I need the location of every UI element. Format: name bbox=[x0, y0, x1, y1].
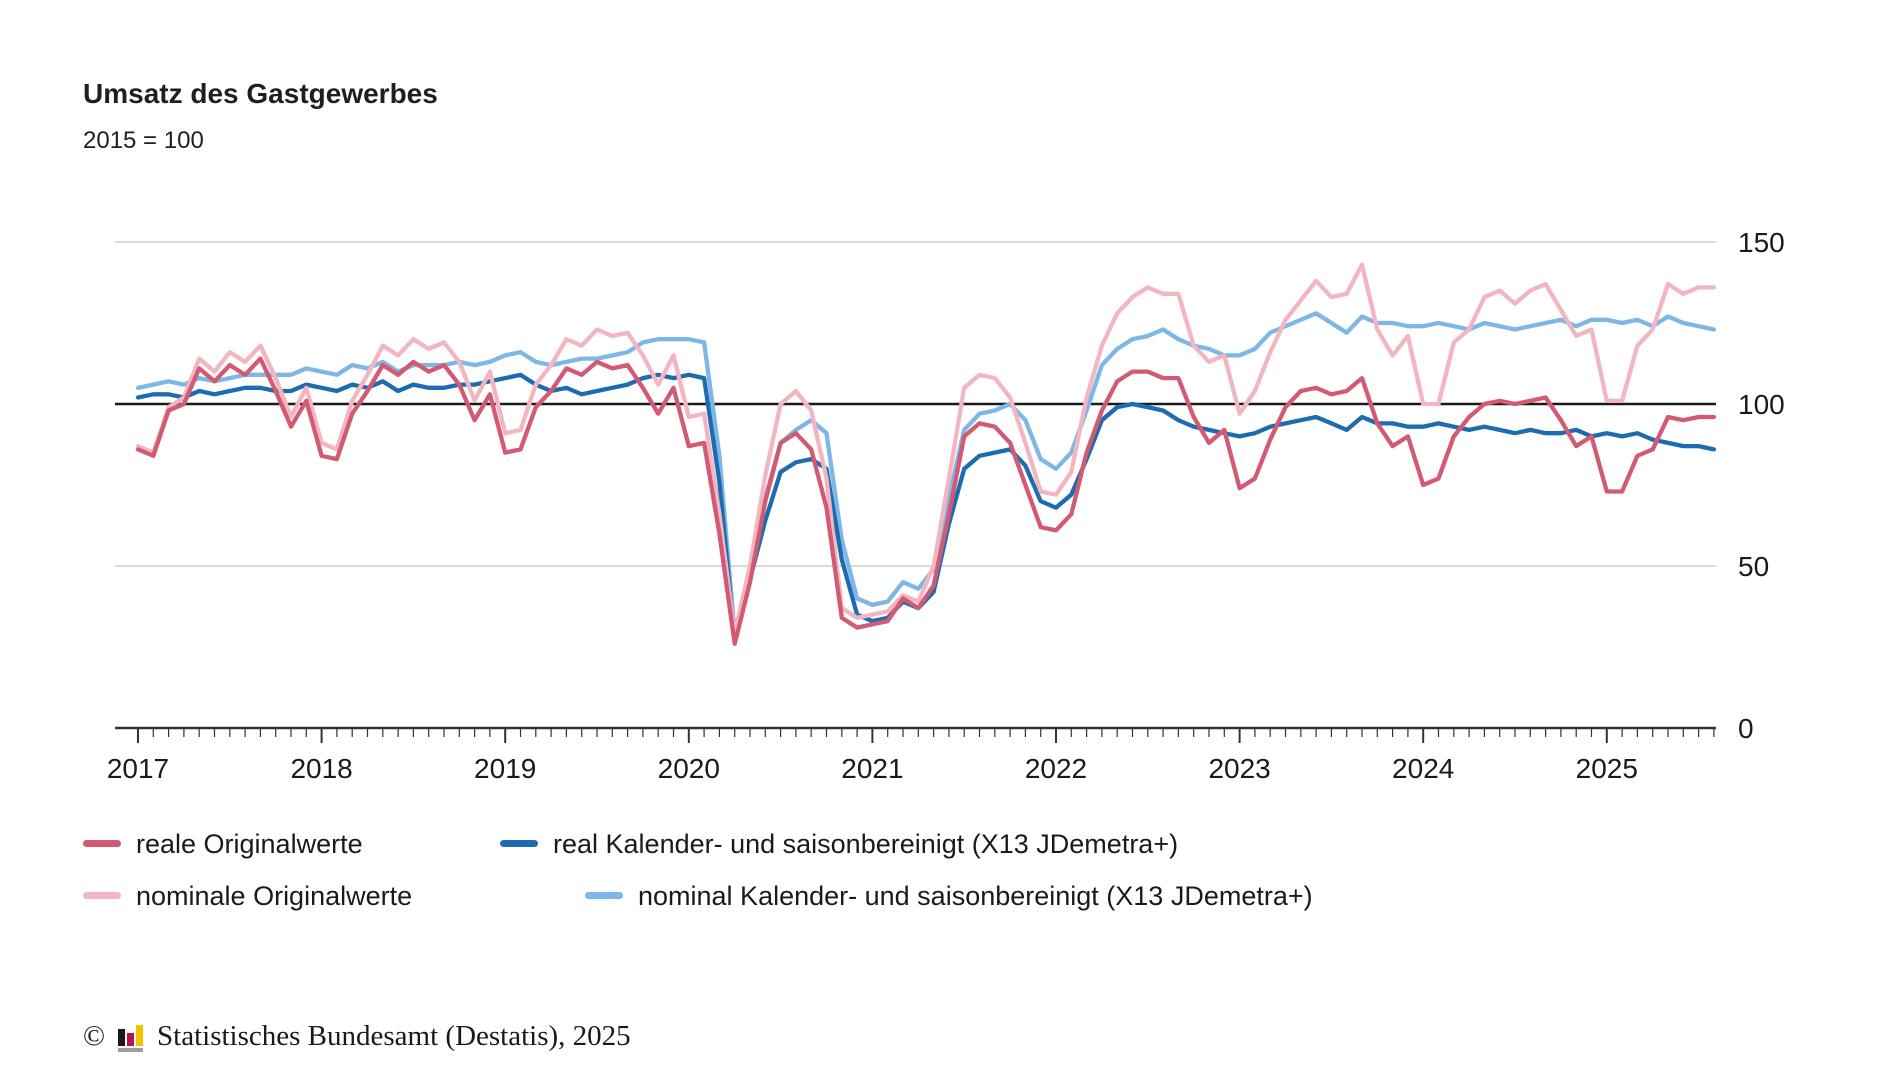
x-axis: 2017 2018 2019 2020 2021 2022 2023 2024 2025 bbox=[107, 726, 1716, 784]
x-axis-label-2021: 2021 bbox=[841, 753, 903, 784]
y-axis-label-100: 100 bbox=[1738, 389, 1785, 420]
destatis-logo-icon bbox=[115, 1021, 147, 1053]
y-axis-label-150: 150 bbox=[1738, 227, 1785, 258]
series-line-reale-originalwerte bbox=[135, 356, 1717, 646]
y-axis-label-50: 50 bbox=[1738, 551, 1769, 582]
legend-item-nominal-bereinigt: nominal Kalender- und saisonbereinigt (X… bbox=[585, 881, 1313, 911]
legend-label-real-bereinigt: real Kalender- und saisonbereinigt (X13 … bbox=[553, 829, 1179, 859]
legend-item-real-bereinigt: real Kalender- und saisonbereinigt (X13 … bbox=[500, 829, 1178, 859]
x-axis-label-2019: 2019 bbox=[474, 753, 536, 784]
legend-swatch-nominal-bereinigt bbox=[585, 892, 623, 899]
legend-item-nominale-originalwerte: nominale Originalwerte bbox=[83, 881, 412, 911]
x-axis-label-2023: 2023 bbox=[1208, 753, 1270, 784]
legend-swatch-reale-originalwerte bbox=[83, 840, 121, 847]
series-line-nominale-originalwerte bbox=[135, 262, 1717, 637]
page-title: Umsatz des Gastgewerbes bbox=[83, 78, 438, 109]
x-axis-label-2018: 2018 bbox=[290, 753, 352, 784]
legend-item-reale-originalwerte: reale Originalwerte bbox=[83, 829, 363, 859]
x-axis-label-2017: 2017 bbox=[107, 753, 169, 784]
x-axis-label-2022: 2022 bbox=[1025, 753, 1087, 784]
y-axis-label-0: 0 bbox=[1738, 713, 1754, 744]
legend-label-nominale-originalwerte: nominale Originalwerte bbox=[136, 881, 413, 911]
y-axis-labels: 150 100 50 0 bbox=[1738, 227, 1785, 744]
legend-label-reale-originalwerte: reale Originalwerte bbox=[136, 829, 363, 859]
series-lines bbox=[135, 262, 1717, 646]
source-text: Statistisches Bundesamt (Destatis), 2025 bbox=[157, 1020, 631, 1052]
x-axis-label-2025: 2025 bbox=[1576, 753, 1638, 784]
legend-swatch-real-bereinigt bbox=[500, 840, 538, 847]
legend-swatch-nominale-originalwerte bbox=[83, 892, 121, 899]
x-axis-label-2020: 2020 bbox=[658, 753, 720, 784]
series-line-real-kalender-saisonbereinigt bbox=[135, 372, 1717, 643]
x-axis-label-2024: 2024 bbox=[1392, 753, 1454, 784]
copyright-symbol: © bbox=[83, 1020, 106, 1052]
index-note: 2015 = 100 bbox=[83, 127, 204, 154]
source-footer: © Statistisches Bundesamt (Destatis), 20… bbox=[83, 1020, 631, 1053]
legend-label-nominal-bereinigt: nominal Kalender- und saisonbereinigt (X… bbox=[638, 881, 1313, 911]
gridlines bbox=[115, 241, 1716, 567]
